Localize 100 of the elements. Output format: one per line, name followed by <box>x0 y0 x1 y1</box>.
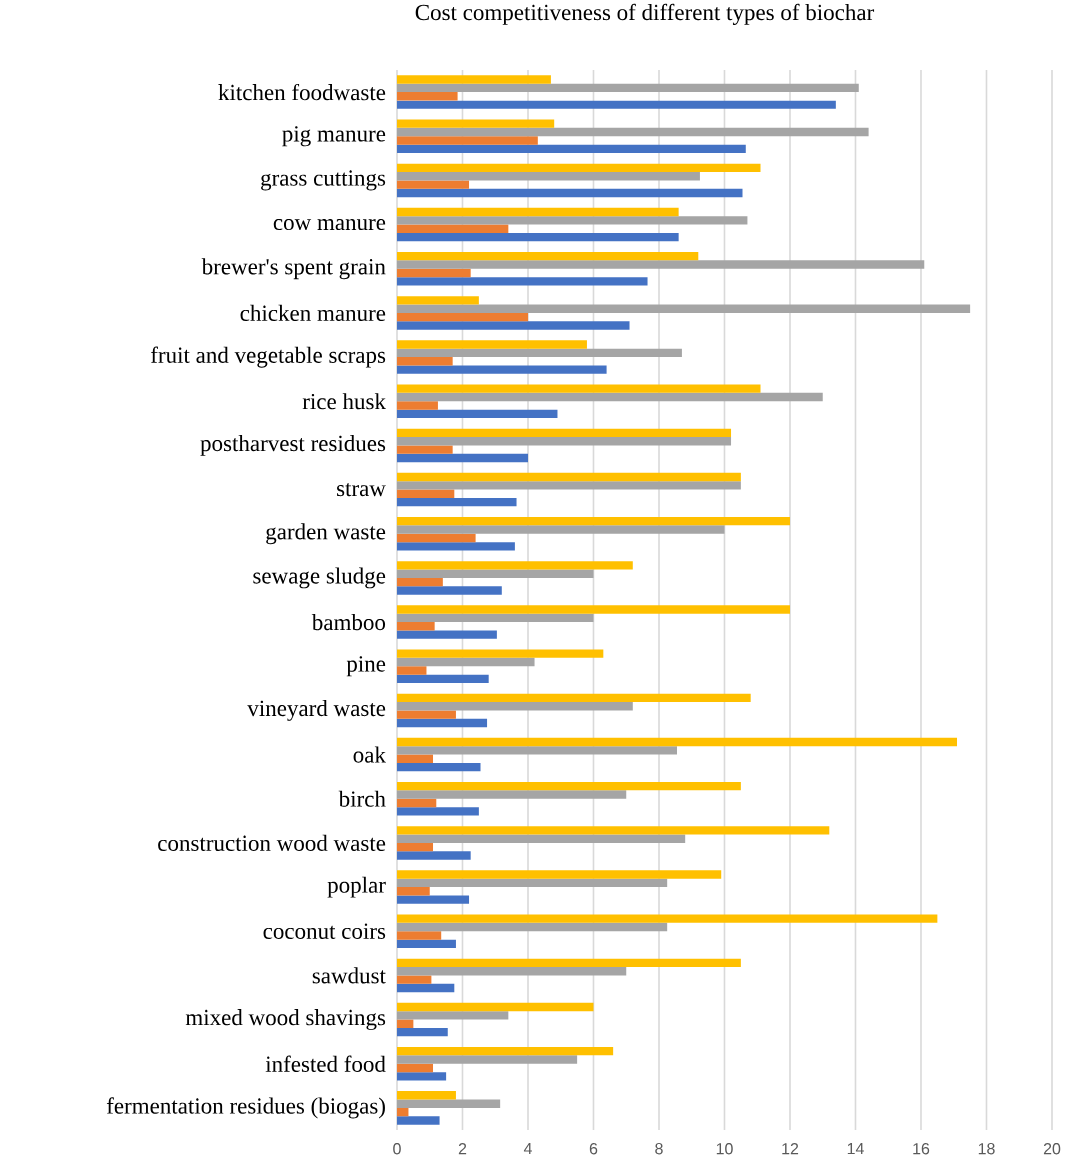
bar <box>396 586 502 595</box>
bar <box>396 357 453 366</box>
x-tick-label: 14 <box>847 1143 864 1155</box>
bar <box>396 1107 409 1117</box>
bar <box>396 144 746 154</box>
bar <box>396 232 679 242</box>
bar <box>396 312 528 322</box>
bar <box>396 826 830 835</box>
bar <box>396 895 470 904</box>
y-tick-label: poplar <box>327 876 386 898</box>
bar <box>396 409 558 419</box>
bar <box>396 481 741 490</box>
bar <box>396 100 836 109</box>
bar <box>396 878 668 888</box>
bar <box>396 277 648 286</box>
bar <box>396 649 604 658</box>
bar <box>396 613 594 623</box>
bar <box>396 136 538 145</box>
bar <box>396 1063 434 1073</box>
bar <box>396 798 437 808</box>
bar <box>396 569 594 578</box>
bar <box>396 870 722 879</box>
bar <box>396 807 479 816</box>
y-tick-label: fruit and vegetable scraps <box>151 346 386 368</box>
x-tick-label: 0 <box>393 1143 401 1155</box>
x-tick-label: 16 <box>913 1143 930 1155</box>
bar <box>396 489 455 498</box>
bar <box>396 834 686 843</box>
x-tick-label: 2 <box>458 1143 467 1155</box>
bar <box>396 851 471 860</box>
bar <box>396 622 435 631</box>
bar <box>396 931 442 940</box>
bar <box>396 437 732 446</box>
y-tick-label: garden waste <box>266 523 386 545</box>
bar <box>396 516 790 526</box>
bar <box>396 718 488 728</box>
y-tick-label: postharvest residues <box>200 434 386 456</box>
bar <box>396 605 790 614</box>
bar <box>396 268 471 278</box>
y-tick-label: pine <box>346 656 386 677</box>
y-tick-label: cow manure <box>273 219 386 231</box>
y-tick-label: fermentation residues (biogas) <box>106 1097 385 1119</box>
y-tick-label: brewer's spent grain <box>201 258 386 280</box>
bar <box>396 525 725 534</box>
bar <box>396 1091 456 1100</box>
chart-title: Cost competitiveness of different types of biochar <box>415 3 875 25</box>
bar <box>396 983 455 993</box>
y-tick-label: sawdust <box>312 967 386 984</box>
bar <box>396 365 607 374</box>
y-tick-label: bamboo <box>311 613 386 631</box>
bar <box>396 914 938 923</box>
bar <box>396 693 751 703</box>
bar <box>396 754 434 763</box>
bar <box>396 657 535 667</box>
bar <box>396 1011 509 1020</box>
y-tick-label: pig manure <box>282 126 386 147</box>
y-tick-label: chicken manure <box>240 304 386 321</box>
bar <box>396 1046 614 1056</box>
bar <box>396 497 517 507</box>
y-tick-label: straw <box>337 482 386 497</box>
bar <box>396 428 732 438</box>
bar <box>396 163 761 173</box>
bar <box>396 842 434 852</box>
x-tick-label: 12 <box>782 1143 799 1155</box>
bar <box>396 296 479 305</box>
bar <box>396 887 430 896</box>
bar <box>396 472 741 482</box>
bar <box>396 630 497 639</box>
bar <box>396 304 971 313</box>
bar <box>396 92 458 101</box>
bar <box>396 939 456 949</box>
bar <box>396 1072 447 1081</box>
bar <box>396 260 925 269</box>
bar <box>396 762 481 772</box>
bar <box>396 710 456 719</box>
bar <box>396 188 743 198</box>
bar <box>396 542 515 551</box>
x-tick-label: 18 <box>978 1143 995 1155</box>
bar <box>396 207 679 217</box>
bar <box>396 384 761 393</box>
x-tick-label: 8 <box>655 1143 663 1155</box>
bar <box>396 702 633 711</box>
bar <box>396 958 741 968</box>
bar <box>396 781 741 791</box>
bar <box>396 1002 594 1012</box>
bar <box>396 340 587 349</box>
y-tick-label: birch <box>338 790 386 807</box>
bar <box>396 83 859 93</box>
bar <box>396 321 630 330</box>
bar <box>396 180 470 189</box>
bar <box>396 401 438 410</box>
bar <box>396 172 700 181</box>
bar <box>396 975 432 984</box>
y-tick-label: oak <box>353 746 386 763</box>
bar <box>396 790 627 799</box>
y-tick-label: kitchen foodwaste <box>218 83 386 101</box>
bar <box>396 1027 448 1037</box>
bar <box>396 348 682 358</box>
y-tick-label: rice husk <box>302 393 386 410</box>
bar <box>396 666 427 675</box>
